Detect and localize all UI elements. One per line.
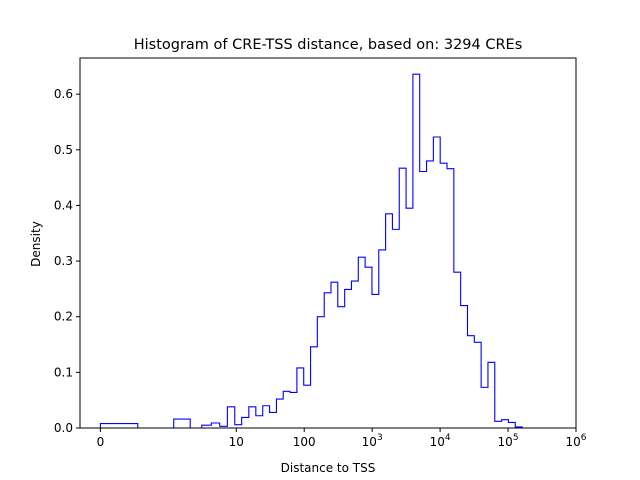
histogram-series-0: [99, 73, 550, 429]
plot-area: [79, 57, 577, 429]
chart-title: Histogram of CRE-TSS distance, based on:…: [134, 37, 523, 53]
x-tick-label: 0: [97, 435, 105, 449]
x-tick-label: 103: [362, 433, 383, 449]
y-axis-label: Density: [29, 221, 43, 267]
y-tick-label: 0.5: [54, 143, 73, 157]
plot-frame: [79, 57, 577, 429]
y-tick-label: 0.2: [54, 310, 73, 324]
y-tick-label: 0.6: [54, 87, 73, 101]
y-tick-label: 0.1: [54, 365, 73, 379]
x-axis-label: Distance to TSS: [281, 461, 376, 475]
y-axis: 0.0 0.1 0.2 0.3 0.4 0.5 0.6: [54, 87, 80, 435]
y-tick-label: 0.3: [54, 254, 73, 268]
x-tick-label: 104: [430, 433, 451, 449]
x-tick-label: 100: [293, 435, 316, 449]
x-tick-label: 10: [229, 435, 244, 449]
x-tick-label: 105: [498, 433, 519, 449]
y-tick-label: 0.4: [54, 198, 73, 212]
y-tick-label: 0.0: [54, 421, 73, 435]
x-tick-label: 106: [565, 433, 586, 449]
x-axis: 0 10 100 103 104 105 106: [97, 428, 587, 449]
